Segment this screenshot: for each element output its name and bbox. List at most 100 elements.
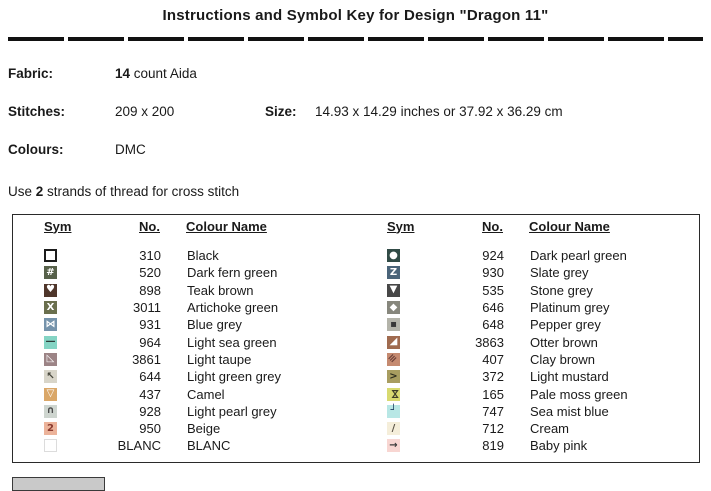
symbol-swatch: Z — [387, 266, 400, 280]
symbol-glyph-icon: ▼ — [389, 284, 398, 296]
table-row: → 819 Baby pink — [356, 437, 699, 454]
colour-number: 928 — [139, 403, 161, 419]
symbol-cell: ◆ — [356, 301, 400, 315]
colour-name: Sea mist blue — [530, 403, 609, 419]
symbol-swatch: ♥ — [44, 283, 57, 297]
table-row: ● 924 Dark pearl green — [356, 247, 699, 264]
symbol-swatch: ◢ — [387, 335, 400, 349]
symbol-glyph-icon: ◺ — [46, 353, 55, 365]
colour-name: Clay brown — [530, 351, 596, 367]
colour-number: 535 — [482, 282, 504, 298]
symbol-glyph-icon: X — [46, 301, 55, 313]
size-value: 14.93 x 14.29 inches or 37.92 x 36.29 cm — [315, 104, 563, 119]
colour-number: 310 — [139, 248, 161, 264]
symbol-glyph-icon: ↖ — [46, 370, 55, 382]
colour-name: Black — [187, 248, 219, 264]
symbol-glyph-icon: ⋈ — [388, 389, 400, 400]
symbol-cell: ▽ — [13, 387, 57, 401]
symbol-glyph-icon: 2 — [47, 422, 54, 434]
symbol-swatch: ↖ — [44, 370, 57, 384]
colour-name: Camel — [187, 386, 225, 402]
table-row: / 712 Cream — [356, 420, 699, 437]
symbol-glyph-icon: ∩ — [46, 405, 55, 417]
key-table-right-half: Sym No. Colour Name ● 924 Dark pearl gre… — [356, 218, 699, 455]
symbol-glyph-icon: ┘ — [390, 405, 397, 417]
table-row: ∩ 928 Light pearl grey — [13, 403, 356, 420]
colour-name: Teak brown — [187, 282, 254, 298]
table-row: X 3011 Artichoke green — [13, 299, 356, 316]
stitches-value: 209 x 200 — [115, 104, 175, 119]
right-rows-container: ● 924 Dark pearl green Z 930 Slate grey … — [356, 247, 699, 455]
colours-label: Colours: — [8, 142, 64, 157]
table-row: ◆ 646 Platinum grey — [356, 299, 699, 316]
fabric-label: Fabric: — [8, 66, 54, 81]
symbol-glyph-icon: → — [389, 439, 398, 451]
symbol-glyph-icon: ♥ — [46, 284, 55, 296]
colour-number: 648 — [482, 317, 504, 333]
table-row: ◺ 3861 Light taupe — [13, 351, 356, 368]
symbol-swatch: ⋈ — [387, 387, 400, 401]
table-row: ♥ 898 Teak brown — [13, 282, 356, 299]
symbol-swatch: ◆ — [387, 301, 400, 315]
colour-number: 819 — [482, 438, 504, 454]
symbol-swatch: # — [44, 266, 57, 280]
colour-number: BLANC — [117, 438, 161, 454]
colour-number: 165 — [482, 386, 504, 402]
title-divider-rule — [8, 37, 703, 41]
symbol-swatch: → — [387, 439, 400, 453]
table-row: ▪ 648 Pepper grey — [356, 316, 699, 333]
symbol-cell: # — [13, 266, 57, 280]
symbol-swatch: X — [44, 301, 57, 315]
header-colour-name: Colour Name — [529, 218, 610, 234]
symbol-cell: ▼ — [356, 283, 400, 297]
symbol-cell: ◢ — [356, 335, 400, 349]
symbol-glyph-icon: Z — [389, 266, 398, 278]
header-colour-name: Colour Name — [186, 218, 267, 234]
symbol-swatch: ● — [387, 249, 400, 263]
symbol-glyph-icon: > — [389, 370, 398, 382]
table-row: ┘ 747 Sea mist blue — [356, 403, 699, 420]
symbol-cell: ⋈ — [356, 387, 400, 401]
colour-name: Stone grey — [530, 282, 593, 298]
symbol-cell: ◺ — [13, 352, 57, 366]
colour-name: Platinum grey — [530, 300, 610, 316]
left-rows-container: 310 Black # 520 Dark fern green ♥ 898 Te… — [13, 247, 356, 455]
symbol-cell: ∩ — [13, 404, 57, 418]
colour-number: 931 — [139, 317, 161, 333]
table-row: ◢ 3863 Otter brown — [356, 333, 699, 350]
colour-number: 712 — [482, 421, 504, 437]
fabric-row: Fabric: 14 count Aida — [8, 67, 711, 81]
colour-number: 898 — [139, 282, 161, 298]
table-header: Sym No. Colour Name — [356, 218, 699, 234]
header-sym: Sym — [387, 218, 415, 234]
size-label: Size: — [265, 104, 297, 119]
symbol-cell: — — [13, 335, 57, 349]
table-row: 310 Black — [13, 247, 356, 264]
symbol-glyph-icon: ◆ — [389, 301, 398, 313]
symbol-cell: X — [13, 301, 57, 315]
symbol-swatch: / — [387, 422, 400, 436]
table-row: # 520 Dark fern green — [13, 264, 356, 281]
page-title: Instructions and Symbol Key for Design "… — [162, 7, 549, 24]
header-sym: Sym — [44, 218, 72, 234]
symbol-glyph-icon: ◢ — [389, 336, 398, 348]
fabric-value: 14 count Aida — [115, 67, 197, 81]
symbol-glyph-icon: ⋈ — [45, 318, 56, 330]
colour-number: 520 — [139, 265, 161, 281]
strands-prefix: Use — [8, 184, 36, 199]
instruction-page: Instructions and Symbol Key for Design "… — [8, 7, 711, 491]
table-row: ▼ 535 Stone grey — [356, 282, 699, 299]
colour-name: Light sea green — [187, 334, 277, 350]
symbol-swatch: ≡ — [386, 352, 400, 366]
symbol-swatch: ┘ — [387, 404, 400, 418]
symbol-swatch: ▼ — [387, 283, 400, 297]
strands-note: Use 2 strands of thread for cross stitch — [8, 185, 711, 199]
symbol-swatch: ▽ — [44, 387, 57, 401]
colour-name: Dark fern green — [187, 265, 278, 281]
colour-number: 437 — [139, 386, 161, 402]
symbol-cell: ┘ — [356, 404, 400, 418]
symbol-glyph-icon: — — [45, 336, 56, 348]
colour-name: BLANC — [187, 438, 231, 454]
stitches-row: Stitches: 209 x 200 Size: 14.93 x 14.29 … — [8, 105, 711, 119]
symbol-cell: 2 — [13, 422, 57, 436]
